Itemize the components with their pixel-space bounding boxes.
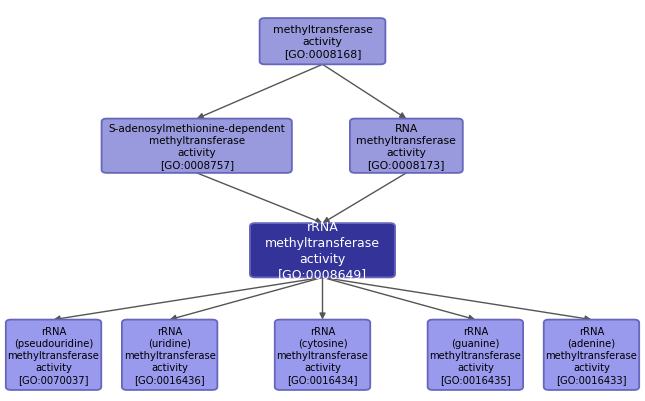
FancyBboxPatch shape xyxy=(350,119,463,173)
Text: rRNA
methyltransferase
activity
[GO:0008649]: rRNA methyltransferase activity [GO:0008… xyxy=(265,221,380,280)
FancyBboxPatch shape xyxy=(428,320,523,390)
Text: rRNA
(guanine)
methyltransferase
activity
[GO:0016435]: rRNA (guanine) methyltransferase activit… xyxy=(430,326,521,384)
Text: rRNA
(pseudouridine)
methyltransferase
activity
[GO:0070037]: rRNA (pseudouridine) methyltransferase a… xyxy=(8,326,99,384)
FancyBboxPatch shape xyxy=(250,224,395,277)
Text: RNA
methyltransferase
activity
[GO:0008173]: RNA methyltransferase activity [GO:00081… xyxy=(357,124,456,169)
FancyBboxPatch shape xyxy=(544,320,639,390)
Text: rRNA
(uridine)
methyltransferase
activity
[GO:0016436]: rRNA (uridine) methyltransferase activit… xyxy=(124,326,215,384)
Text: rRNA
(adenine)
methyltransferase
activity
[GO:0016433]: rRNA (adenine) methyltransferase activit… xyxy=(546,326,637,384)
FancyBboxPatch shape xyxy=(275,320,370,390)
Text: methyltransferase
activity
[GO:0008168]: methyltransferase activity [GO:0008168] xyxy=(273,25,372,59)
FancyBboxPatch shape xyxy=(6,320,101,390)
FancyBboxPatch shape xyxy=(102,119,292,173)
Text: S-adenosylmethionine-dependent
methyltransferase
activity
[GO:0008757]: S-adenosylmethionine-dependent methyltra… xyxy=(108,124,285,169)
FancyBboxPatch shape xyxy=(259,19,385,65)
Text: rRNA
(cytosine)
methyltransferase
activity
[GO:0016434]: rRNA (cytosine) methyltransferase activi… xyxy=(277,326,368,384)
FancyBboxPatch shape xyxy=(122,320,217,390)
